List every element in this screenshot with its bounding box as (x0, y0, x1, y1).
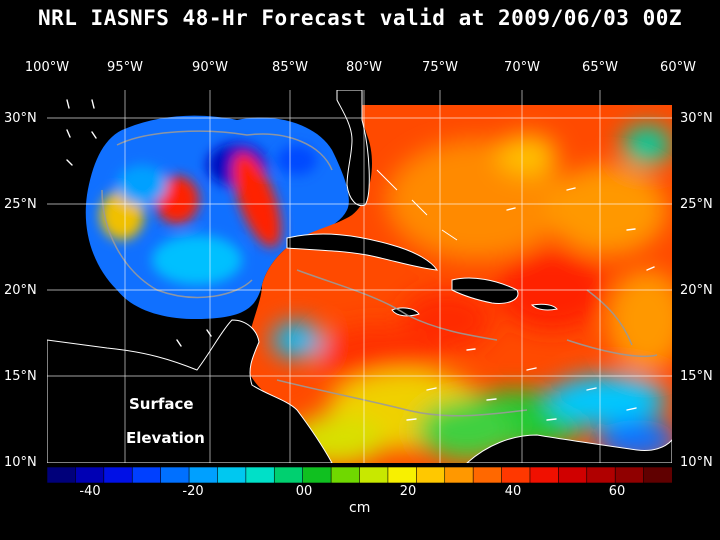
colorbar-swatch (472, 467, 503, 483)
lon-label-80w: 80°W (346, 60, 382, 75)
lon-label-75w: 75°W (422, 60, 458, 75)
lon-label-100w: 100°W (24, 60, 70, 75)
colorbar-swatch (529, 467, 560, 483)
colorbar-swatch (586, 467, 616, 483)
colorbar-tick-40: 40 (504, 484, 522, 499)
puerto-rico-island (530, 303, 558, 311)
depth-contours (101, 130, 658, 417)
colorbar-tick--20: -20 (182, 484, 204, 499)
lat-label-15n-left: 15°N (4, 369, 37, 384)
colorbar-swatch (302, 467, 332, 483)
map-title: NRL IASNFS 48-Hr Forecast valid at 2009/… (37, 6, 682, 30)
lat-label-30n-right: 30°N (680, 111, 713, 126)
surface-elevation-map (47, 90, 672, 463)
colorbar-swatch (245, 467, 276, 483)
lat-label-25n-left: 25°N (4, 197, 37, 212)
cuba-island (286, 233, 438, 271)
colorbar-swatch (614, 467, 645, 483)
colorbar-swatch (444, 467, 474, 483)
colorbar-swatch (643, 467, 672, 483)
lat-label-10n-left: 10°N (4, 455, 37, 470)
current-vectors (66, 99, 655, 421)
colorbar-swatch (103, 467, 134, 483)
lon-label-65w: 65°W (582, 60, 618, 75)
hispaniola-island (451, 277, 519, 304)
bahamas-islands (376, 169, 458, 241)
lat-lon-grid (47, 90, 672, 463)
south-america-land (466, 434, 672, 463)
annotation-surface: Surface (129, 395, 194, 413)
lat-label-15n-right: 15°N (680, 369, 713, 384)
colorbar-unit: cm (349, 500, 371, 516)
lon-label-70w: 70°W (504, 60, 540, 75)
lon-label-95w: 95°W (107, 60, 143, 75)
lon-label-90w: 90°W (192, 60, 228, 75)
colorbar-swatch (188, 467, 219, 483)
lon-label-85w: 85°W (272, 60, 308, 75)
colorbar-tick-60: 60 (608, 484, 626, 499)
colorbar-swatch (387, 467, 418, 483)
colorbar-swatch (160, 467, 190, 483)
colorbar-swatch (501, 467, 531, 483)
lat-label-25n-right: 25°N (680, 197, 713, 212)
colorbar-swatch (558, 467, 588, 483)
colorbar-swatch (217, 467, 247, 483)
lat-label-30n-left: 30°N (4, 111, 37, 126)
colorbar-tick--40: -40 (79, 484, 101, 499)
colorbar-swatch (330, 467, 361, 483)
colorbar (47, 467, 672, 483)
colorbar-tick-00: 00 (295, 484, 313, 499)
lat-label-20n-right: 20°N (680, 283, 713, 298)
colorbar-swatch (416, 467, 446, 483)
lat-label-20n-left: 20°N (4, 283, 37, 298)
colorbar-swatch (359, 467, 389, 483)
florida-coast (336, 90, 370, 207)
central-america-land (47, 319, 333, 463)
colorbar-swatch (273, 467, 304, 483)
colorbar-swatch (47, 467, 77, 483)
land-masses (47, 90, 672, 463)
colorbar-tick-20: 20 (399, 484, 417, 499)
annotation-elevation: Elevation (126, 429, 205, 447)
lon-label-60w: 60°W (660, 60, 696, 75)
colorbar-swatch (131, 467, 162, 483)
colorbar-swatch (75, 467, 105, 483)
lat-label-10n-right: 10°N (680, 455, 713, 470)
